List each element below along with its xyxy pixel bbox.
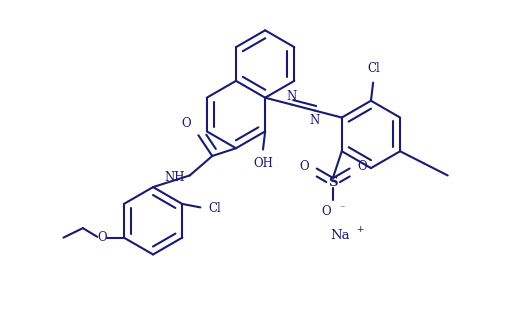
Text: O: O — [357, 160, 367, 173]
Text: S: S — [328, 176, 338, 189]
Text: N: N — [287, 89, 297, 103]
Text: NH: NH — [164, 171, 185, 184]
Text: O: O — [181, 117, 190, 130]
Text: OH: OH — [253, 157, 273, 170]
Text: +: + — [356, 225, 363, 234]
Text: ⁻: ⁻ — [340, 205, 345, 213]
Text: O: O — [300, 160, 309, 173]
Text: O: O — [321, 205, 331, 218]
Text: Na: Na — [330, 228, 349, 242]
Text: Cl: Cl — [368, 62, 380, 75]
Text: Cl: Cl — [208, 202, 221, 215]
Text: O: O — [97, 231, 107, 244]
Text: N: N — [310, 114, 320, 127]
